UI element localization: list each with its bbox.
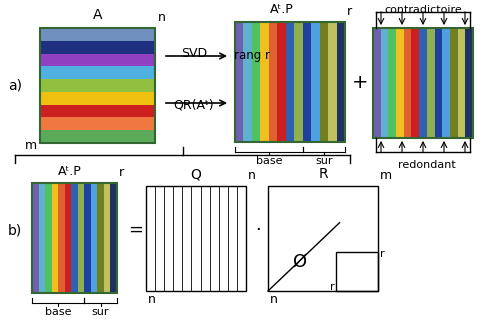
Bar (294, 22, 303, 142)
Text: Ø: Ø (292, 253, 306, 271)
Text: =: = (129, 221, 144, 239)
Bar (40, 130, 155, 143)
Bar (97, 183, 104, 293)
Bar (40, 66, 155, 79)
Bar (45, 183, 52, 293)
Bar (373, 28, 473, 138)
Bar (58, 183, 65, 293)
Text: base: base (255, 156, 282, 166)
Bar (381, 28, 388, 138)
Bar (110, 183, 117, 293)
Text: Aᵗ.P: Aᵗ.P (270, 3, 294, 16)
Bar (373, 28, 381, 138)
Bar (269, 22, 277, 142)
Text: ⋅: ⋅ (255, 221, 261, 239)
Bar (396, 28, 404, 138)
Bar (404, 28, 412, 138)
Text: sur: sur (315, 156, 332, 166)
Bar (277, 22, 286, 142)
Bar (427, 28, 434, 138)
Text: n: n (248, 169, 256, 182)
Bar (303, 22, 311, 142)
Bar (286, 22, 294, 142)
Bar (442, 28, 450, 138)
Bar (40, 28, 155, 41)
Bar (235, 22, 345, 142)
Text: base: base (45, 307, 72, 317)
Text: +: + (352, 72, 368, 92)
Bar (311, 22, 320, 142)
Bar (268, 186, 378, 291)
Bar (450, 28, 458, 138)
Bar (40, 41, 155, 54)
Bar (336, 252, 378, 291)
Text: QR(Aᵗ): QR(Aᵗ) (173, 99, 214, 112)
Bar (146, 186, 246, 291)
Text: redondant: redondant (398, 160, 456, 170)
Bar (465, 28, 473, 138)
Bar (84, 183, 91, 293)
Bar (39, 183, 45, 293)
Text: r: r (347, 5, 352, 18)
Text: r: r (119, 166, 124, 179)
Text: a): a) (8, 79, 22, 93)
Text: b): b) (8, 223, 22, 237)
Bar (260, 22, 269, 142)
Bar (336, 22, 345, 142)
Text: r: r (380, 249, 385, 259)
Bar (434, 28, 442, 138)
Bar (40, 79, 155, 92)
Bar (244, 22, 252, 142)
Text: n: n (158, 11, 166, 24)
Text: Q: Q (190, 167, 201, 181)
Text: m: m (25, 139, 37, 152)
Bar (52, 183, 58, 293)
Text: r: r (330, 282, 334, 292)
Bar (252, 22, 260, 142)
Bar (419, 28, 427, 138)
Text: A: A (93, 8, 102, 22)
Text: Aᵗ.P: Aᵗ.P (58, 165, 82, 178)
Bar (32, 183, 39, 293)
Bar (32, 183, 117, 293)
Text: SVD: SVD (181, 47, 207, 60)
Text: n: n (270, 293, 278, 306)
Bar (40, 28, 155, 143)
Text: n: n (148, 293, 156, 306)
Bar (235, 22, 244, 142)
Bar (65, 183, 71, 293)
Text: contradictoire: contradictoire (384, 5, 462, 15)
Bar (40, 105, 155, 117)
Bar (320, 22, 328, 142)
Text: rang r: rang r (234, 49, 270, 62)
Bar (40, 117, 155, 130)
Bar (78, 183, 84, 293)
Bar (388, 28, 396, 138)
Bar (104, 183, 110, 293)
Bar (412, 28, 419, 138)
Bar (458, 28, 465, 138)
Text: sur: sur (92, 307, 109, 317)
Bar (40, 54, 155, 66)
Bar (328, 22, 336, 142)
Bar (40, 92, 155, 105)
Text: R: R (318, 167, 328, 181)
Bar (91, 183, 97, 293)
Text: m: m (380, 169, 392, 182)
Bar (71, 183, 78, 293)
